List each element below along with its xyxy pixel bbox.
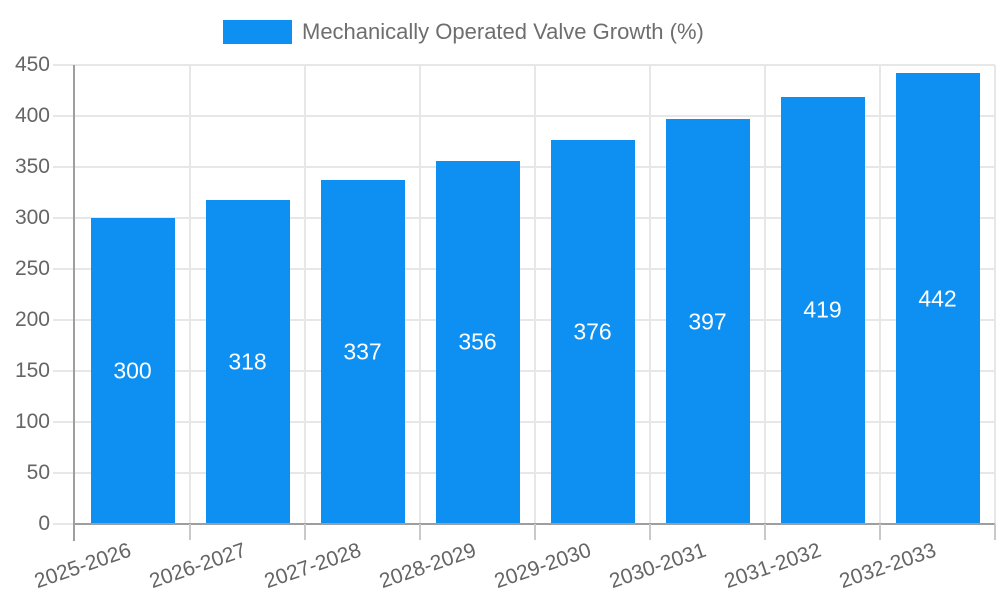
legend: Mechanically Operated Valve Growth (%)	[223, 19, 704, 45]
v-gridline	[879, 65, 881, 524]
x-axis-tick	[189, 524, 191, 540]
legend-label: Mechanically Operated Valve Growth (%)	[302, 19, 704, 44]
bar	[895, 73, 980, 524]
x-axis-tick	[419, 524, 421, 540]
bar	[320, 180, 405, 524]
bar	[780, 96, 865, 524]
bar	[435, 160, 520, 524]
y-axis-tick-label: 300	[14, 206, 50, 229]
bar-value-label: 376	[573, 318, 612, 345]
x-axis-tick-label: 2026-2027	[146, 538, 250, 594]
x-axis-tick	[994, 524, 996, 540]
y-axis-tick-label: 400	[14, 104, 50, 127]
y-axis-tick	[53, 64, 75, 66]
bar	[665, 119, 750, 524]
x-axis-tick	[649, 524, 651, 540]
x-axis-tick	[879, 524, 881, 540]
y-axis-tick-label: 250	[14, 257, 50, 280]
v-gridline	[419, 65, 421, 524]
y-axis-tick	[53, 370, 75, 372]
x-axis-tick	[534, 524, 536, 540]
y-axis-tick	[53, 217, 75, 219]
y-axis-tick-label: 100	[14, 410, 50, 433]
bar-value-label: 442	[918, 285, 957, 312]
v-gridline	[534, 65, 536, 524]
y-axis-tick	[53, 166, 75, 168]
v-gridline	[764, 65, 766, 524]
y-axis-tick-label: 50	[26, 461, 50, 484]
bar-value-label: 318	[228, 348, 267, 375]
bar-value-label: 397	[688, 308, 727, 335]
bar	[205, 199, 290, 524]
y-axis-tick	[53, 268, 75, 270]
x-axis-tick-label: 2032-2033	[836, 538, 940, 594]
v-gridline	[304, 65, 306, 524]
bar-value-label: 300	[113, 357, 152, 384]
v-gridline	[189, 65, 191, 524]
bar-value-label: 337	[343, 338, 382, 365]
x-axis-tick-label: 2027-2028	[261, 538, 365, 594]
v-gridline	[994, 65, 996, 524]
bar-value-label: 419	[803, 296, 842, 323]
x-axis-tick-label: 2029-2030	[491, 538, 595, 594]
y-axis-tick	[53, 421, 75, 423]
x-axis-tick-label: 2028-2029	[376, 538, 480, 594]
bar	[550, 140, 635, 524]
y-axis-tick	[53, 319, 75, 321]
y-axis-tick	[53, 472, 75, 474]
bar-value-label: 356	[458, 328, 497, 355]
x-axis-tick-label: 2030-2031	[606, 538, 710, 594]
x-axis-tick-label: 2025-2026	[31, 538, 135, 594]
v-gridline	[649, 65, 651, 524]
y-axis-tick-label: 450	[14, 53, 50, 76]
y-axis-tick-label: 200	[14, 308, 50, 331]
y-axis-line	[73, 65, 75, 541]
x-axis-tick	[764, 524, 766, 540]
y-axis-tick	[53, 115, 75, 117]
x-axis-tick-label: 2031-2032	[721, 538, 825, 594]
y-axis-tick	[53, 523, 75, 525]
x-axis-tick	[304, 524, 306, 540]
y-axis-tick-label: 350	[14, 155, 50, 178]
y-axis-tick-label: 0	[38, 512, 50, 535]
y-axis-tick-label: 150	[14, 359, 50, 382]
bar	[90, 218, 175, 524]
legend-swatch	[223, 20, 292, 44]
